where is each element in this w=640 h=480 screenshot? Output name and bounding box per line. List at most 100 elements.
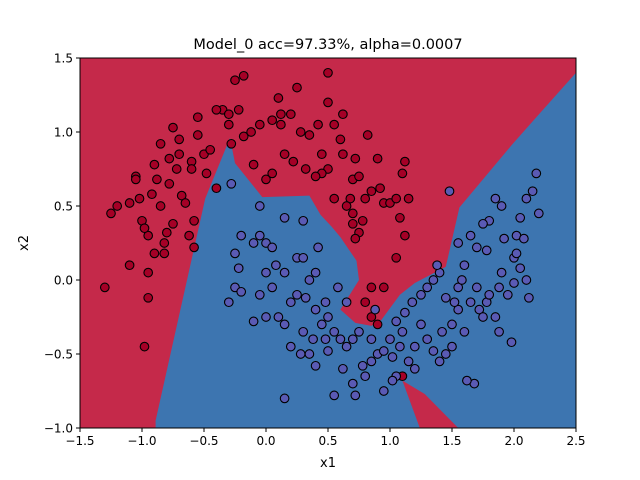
class-0-point: [124, 198, 135, 208]
class-1-point: [261, 312, 271, 322]
class-0-point: [226, 138, 237, 149]
y-tick-label: −1.0: [44, 422, 73, 436]
class-1-point: [335, 334, 346, 345]
class-0-point: [168, 218, 178, 229]
class-1-point: [316, 319, 327, 330]
class-0-point: [329, 193, 340, 204]
chart-title: Model_0 acc=97.33%, alpha=0.0007: [193, 37, 462, 53]
class-0-point: [395, 212, 405, 223]
class-1-point: [298, 215, 309, 226]
class-1-point: [300, 292, 311, 303]
class-0-point: [360, 193, 371, 204]
class-1-point: [444, 186, 455, 197]
class-0-point: [180, 198, 191, 208]
class-0-point: [99, 282, 110, 293]
class-0-point: [164, 178, 175, 189]
class-0-point: [152, 174, 162, 185]
class-1-point: [320, 334, 331, 345]
class-1-point: [521, 275, 532, 285]
class-1-point: [341, 341, 352, 352]
class-0-point: [403, 193, 414, 204]
class-1-point: [511, 248, 522, 259]
class-1-point: [254, 230, 265, 241]
class-0-point: [139, 223, 150, 234]
class-1-point: [333, 282, 343, 293]
class-1-point: [236, 286, 247, 297]
class-1-point: [254, 289, 265, 300]
class-1-point: [230, 248, 240, 259]
class-0-point: [174, 149, 185, 160]
class-0-point: [329, 119, 340, 130]
class-1-point: [409, 363, 420, 374]
class-0-point: [397, 168, 408, 179]
class-0-point: [366, 282, 377, 293]
class-1-point: [366, 334, 377, 345]
class-1-point: [490, 193, 501, 204]
class-1-point: [496, 201, 507, 211]
class-1-region: [155, 72, 576, 428]
class-0-point: [134, 193, 145, 204]
y-tick-label: 0.5: [54, 200, 73, 214]
class-1-point: [323, 312, 333, 322]
class-1-point: [298, 252, 309, 263]
class-1-point: [499, 233, 509, 244]
class-1-point: [440, 292, 451, 303]
class-1-point: [533, 208, 544, 219]
class-1-point: [347, 334, 358, 345]
x-tick-label: 1.5: [442, 434, 461, 448]
class-0-point: [372, 153, 383, 164]
class-1-point: [391, 316, 402, 327]
class-0-point: [192, 112, 203, 123]
class-0-point: [372, 319, 383, 330]
class-1-point: [310, 267, 321, 278]
class-1-point: [465, 230, 476, 241]
class-0-point: [347, 208, 358, 219]
class-1-point: [509, 278, 519, 288]
class-0-point: [313, 119, 323, 130]
y-tick-label: 1.5: [54, 52, 73, 66]
x-tick-label: 2.5: [566, 434, 585, 448]
class-1-point: [261, 267, 271, 278]
class-0-point: [171, 164, 182, 174]
y-tick-label: 0.0: [54, 274, 73, 288]
class-0-point: [189, 242, 199, 253]
class-1-point: [521, 193, 532, 204]
class-1-point: [471, 242, 482, 253]
plot-area: [80, 58, 576, 428]
class-1-point: [400, 307, 410, 318]
class-1-point: [440, 349, 451, 359]
class-0-point: [273, 93, 284, 103]
class-1-point: [428, 346, 439, 356]
x-tick-label: 2.0: [504, 434, 523, 448]
class-0-point: [149, 248, 160, 259]
class-0-point: [168, 122, 178, 133]
x-tick-label: −1.0: [127, 434, 156, 448]
class-0-point: [159, 238, 170, 248]
y-tick-label: −0.5: [44, 348, 73, 362]
class-0-point: [323, 67, 333, 78]
class-1-point: [527, 186, 538, 197]
class-0-point: [159, 248, 170, 259]
class-1-point: [407, 297, 418, 308]
x-tick-label: −1.5: [65, 434, 94, 448]
class-0-point: [310, 171, 321, 182]
class-1-point: [462, 375, 472, 386]
class-0-point: [341, 201, 352, 211]
class-0-point: [184, 230, 194, 241]
class-1-point: [385, 334, 395, 345]
class-1-point: [422, 334, 433, 345]
class-0-point: [300, 164, 311, 174]
class-1-point: [416, 319, 426, 330]
class-1-point: [465, 297, 476, 308]
class-0-point: [192, 130, 203, 140]
class-1-point: [478, 218, 488, 229]
class-0-point: [357, 215, 368, 226]
class-1-point: [524, 292, 534, 303]
class-1-point: [304, 275, 315, 285]
class-0-point: [316, 149, 327, 160]
class-1-point: [437, 326, 447, 337]
class-1-point: [449, 297, 460, 308]
class-1-point: [323, 346, 333, 356]
class-0-point: [211, 104, 222, 115]
